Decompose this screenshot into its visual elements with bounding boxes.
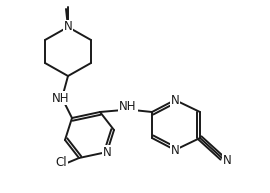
Text: NH: NH xyxy=(119,100,137,113)
Text: N: N xyxy=(103,146,112,158)
Text: N: N xyxy=(171,93,179,107)
Text: N: N xyxy=(64,20,72,34)
Text: Cl: Cl xyxy=(55,157,67,169)
Text: N: N xyxy=(223,153,231,167)
Text: N: N xyxy=(171,144,179,157)
Text: NH: NH xyxy=(52,91,70,104)
